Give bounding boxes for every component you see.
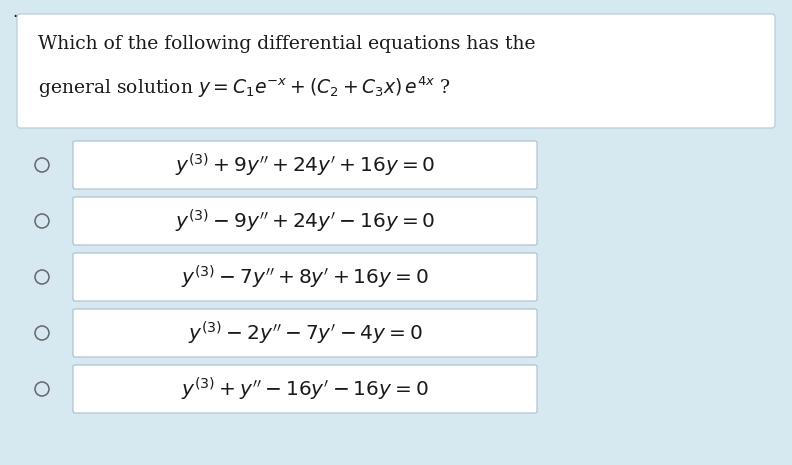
- Text: $y^{(3)} + 9y'' + 24y' + 16y = 0$: $y^{(3)} + 9y'' + 24y' + 16y = 0$: [175, 152, 435, 179]
- FancyBboxPatch shape: [73, 309, 537, 357]
- Text: $y^{(3)} - 7y'' + 8y' + 16y = 0$: $y^{(3)} - 7y'' + 8y' + 16y = 0$: [181, 263, 428, 291]
- Text: general solution $y = C_1 e^{-x} + (C_2 + C_3 x)\, e^{4x}$ ?: general solution $y = C_1 e^{-x} + (C_2 …: [38, 75, 451, 100]
- Text: $.$: $.$: [12, 4, 17, 21]
- FancyBboxPatch shape: [73, 197, 537, 245]
- Text: $y^{(3)} - 9y'' + 24y' - 16y = 0$: $y^{(3)} - 9y'' + 24y' - 16y = 0$: [175, 207, 435, 235]
- FancyBboxPatch shape: [73, 253, 537, 301]
- Text: $y^{(3)} - 2y'' - 7y' - 4y = 0$: $y^{(3)} - 2y'' - 7y' - 4y = 0$: [188, 319, 422, 346]
- FancyBboxPatch shape: [17, 14, 775, 128]
- Text: $y^{(3)} + y'' - 16y' - 16y = 0$: $y^{(3)} + y'' - 16y' - 16y = 0$: [181, 375, 428, 403]
- FancyBboxPatch shape: [73, 141, 537, 189]
- FancyBboxPatch shape: [73, 365, 537, 413]
- Text: Which of the following differential equations has the: Which of the following differential equa…: [38, 35, 535, 53]
